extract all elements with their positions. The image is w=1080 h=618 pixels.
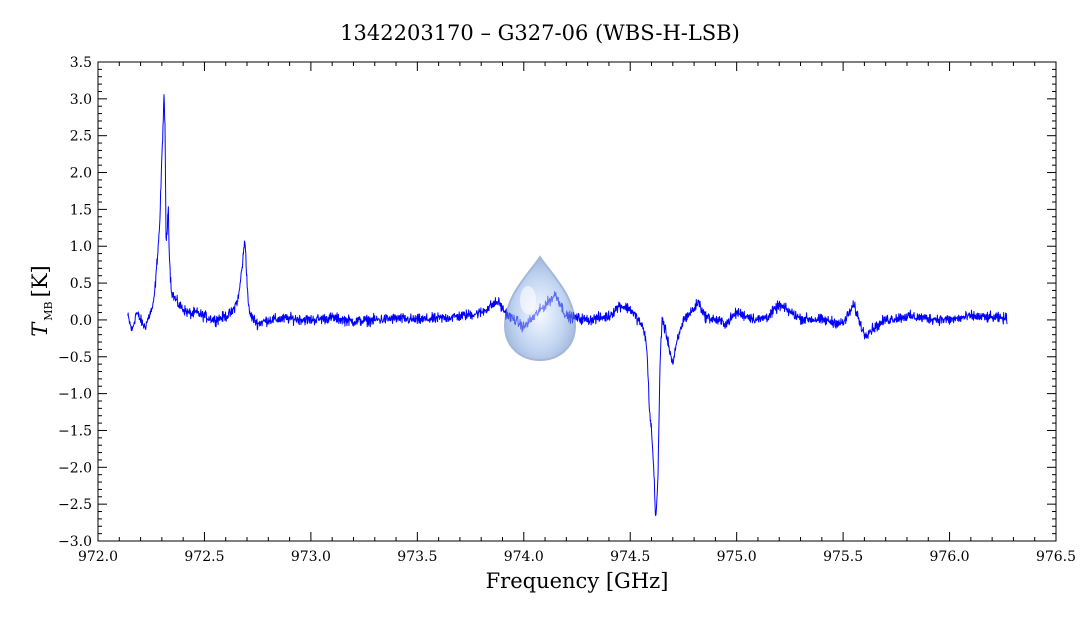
y-tick-labels: 3.5 3.0 2.5 2.0 1.5 1.0 0.5 0.0 −0.5 −1.0 −1.5 −2.0… <box>58 55 92 550</box>
y-axis-label-unit: [K] <box>28 265 52 297</box>
x-tick-label: 974.0 <box>504 549 544 565</box>
x-tick-label: 972.5 <box>184 549 224 565</box>
x-tick-label: 975.5 <box>823 549 863 565</box>
y-tick-label: 0.5 <box>70 276 92 292</box>
svg-text:TMB[K]: TMB [K] <box>28 265 55 336</box>
y-tick-label: −2.5 <box>58 497 92 513</box>
x-tick-label: 973.5 <box>397 549 437 565</box>
x-tick-label: 976.0 <box>930 549 970 565</box>
y-tick-label: 1.0 <box>70 239 92 255</box>
chart-title: 1342203170 – G327-06 (WBS-H-LSB) <box>340 21 740 45</box>
x-tick-label: 973.0 <box>291 549 331 565</box>
x-tick-label: 976.5 <box>1036 549 1076 565</box>
x-axis-label: Frequency [GHz] <box>486 569 669 593</box>
plot-frame <box>97 61 1057 542</box>
watermark-logo <box>503 255 577 362</box>
y-tick-label: 0.0 <box>70 313 92 329</box>
y-tick-label: −3.0 <box>58 534 92 550</box>
x-tick-labels: 972.0 972.5 973.0 973.5 974.0 974.5 975.0 975.5… <box>78 549 1076 565</box>
y-tick-label: 3.0 <box>70 92 92 108</box>
y-tick-label: −0.5 <box>58 350 92 366</box>
x-tick-label: 974.5 <box>610 549 650 565</box>
y-tick-label: −2.0 <box>58 460 92 476</box>
y-tick-label: −1.0 <box>58 387 92 403</box>
axis-ticks <box>97 61 1057 542</box>
y-tick-label: 2.5 <box>70 129 92 145</box>
y-tick-label: 2.0 <box>70 166 92 182</box>
water-drop-icon <box>503 255 577 362</box>
y-axis-label-symbol: T <box>28 321 52 337</box>
y-axis-label-subscript: MB <box>42 301 55 320</box>
y-axis-label: TMB [K] <box>28 265 55 336</box>
y-tick-label: 3.5 <box>70 55 92 71</box>
y-tick-label: −1.5 <box>58 423 92 439</box>
x-tick-label: 975.0 <box>717 549 757 565</box>
y-tick-label: 1.5 <box>70 202 92 218</box>
x-tick-label: 972.0 <box>78 549 118 565</box>
